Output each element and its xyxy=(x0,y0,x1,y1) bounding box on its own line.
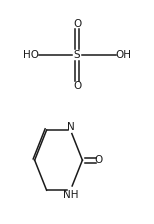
Text: HO: HO xyxy=(23,50,39,60)
Text: OH: OH xyxy=(115,50,131,60)
Text: N: N xyxy=(67,122,75,132)
Text: O: O xyxy=(94,155,103,165)
Text: O: O xyxy=(73,81,81,91)
Text: NH: NH xyxy=(63,190,79,200)
Text: S: S xyxy=(74,50,80,60)
Text: O: O xyxy=(73,19,81,28)
